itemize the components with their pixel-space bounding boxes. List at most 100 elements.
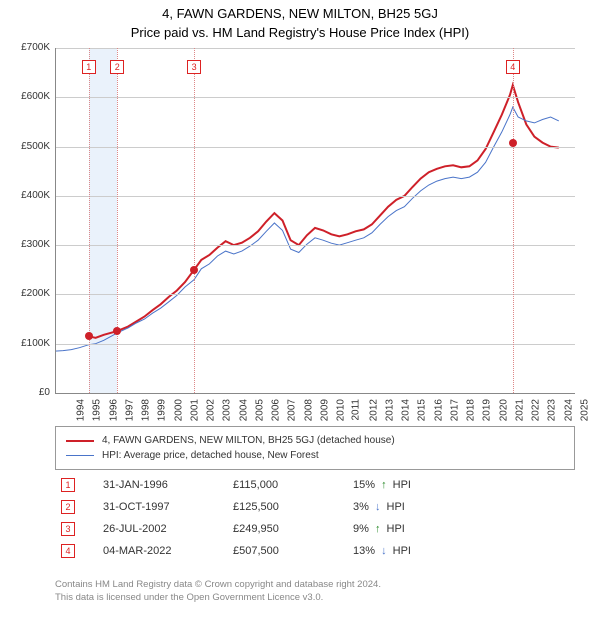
page-title-address: 4, FAWN GARDENS, NEW MILTON, BH25 5GJ: [0, 0, 600, 21]
transaction-date: 31-JAN-1996: [103, 479, 233, 491]
x-axis-label: 2013: [384, 399, 395, 421]
transaction-marker: 1: [61, 478, 75, 492]
x-axis-label: 1996: [108, 399, 119, 421]
grid-line-y: [55, 245, 575, 246]
transaction-marker: 3: [61, 522, 75, 536]
transaction-date: 26-JUL-2002: [103, 523, 233, 535]
y-axis-label: £300K: [5, 239, 50, 250]
arrow-up-icon: ↑: [381, 479, 387, 491]
x-axis-label: 2024: [563, 399, 574, 421]
x-axis-label: 1997: [124, 399, 135, 421]
chart-marker-2: 2: [110, 60, 124, 74]
chart-marker-dot-3: [190, 266, 198, 274]
legend-row: HPI: Average price, detached house, New …: [66, 448, 564, 463]
x-axis-label: 2011: [351, 399, 362, 421]
y-axis-label: £0: [5, 387, 50, 398]
transaction-price: £125,500: [233, 501, 353, 513]
transaction-price: £115,000: [233, 479, 353, 491]
transaction-delta: 15% ↑ HPI: [353, 479, 493, 491]
x-axis-label: 2006: [270, 399, 281, 421]
grid-line-y: [55, 294, 575, 295]
footer-attribution: Contains HM Land Registry data © Crown c…: [55, 578, 381, 604]
transaction-marker: 4: [61, 544, 75, 558]
x-axis-label: 2010: [335, 399, 346, 421]
footer-line1: Contains HM Land Registry data © Crown c…: [55, 578, 381, 591]
arrow-down-icon: ↓: [375, 501, 381, 513]
chart-marker-dot-4: [509, 139, 517, 147]
x-axis-label: 2004: [238, 399, 249, 421]
x-axis-label: 2014: [400, 399, 411, 421]
grid-line-y: [55, 196, 575, 197]
x-axis-label: 2007: [287, 399, 298, 421]
x-axis-label: 2025: [579, 399, 590, 421]
chart-vline: [89, 48, 90, 393]
x-axis-label: 2023: [547, 399, 558, 421]
transaction-delta: 9% ↑ HPI: [353, 523, 493, 535]
x-axis-label: 2016: [433, 399, 444, 421]
transaction-price: £507,500: [233, 545, 353, 557]
chart-marker-3: 3: [187, 60, 201, 74]
page-title-sub: Price paid vs. HM Land Registry's House …: [0, 21, 600, 40]
y-axis: [55, 48, 56, 393]
legend-label: HPI: Average price, detached house, New …: [102, 448, 319, 463]
x-axis: [55, 393, 575, 394]
arrow-down-icon: ↓: [381, 545, 387, 557]
grid-line-y: [55, 97, 575, 98]
y-axis-label: £100K: [5, 338, 50, 349]
x-axis-label: 2021: [514, 399, 525, 421]
transaction-row: 2 31-OCT-1997£125,5003% ↓ HPI: [55, 496, 575, 518]
y-axis-label: £400K: [5, 190, 50, 201]
transaction-delta: 13% ↓ HPI: [353, 545, 493, 557]
legend-row: 4, FAWN GARDENS, NEW MILTON, BH25 5GJ (d…: [66, 433, 564, 448]
x-axis-label: 2005: [254, 399, 265, 421]
chart-vline: [117, 48, 118, 393]
x-axis-label: 2003: [222, 399, 233, 421]
legend-swatch: [66, 440, 94, 442]
chart-lines-svg: [55, 48, 575, 393]
x-axis-label: 1995: [92, 399, 103, 421]
price-chart: £0£100K£200K£300K£400K£500K£600K£700K199…: [55, 48, 575, 393]
chart-marker-dot-1: [85, 332, 93, 340]
x-axis-label: 2012: [368, 399, 379, 421]
chart-vline: [194, 48, 195, 393]
chart-marker-1: 1: [82, 60, 96, 74]
series-subject: [89, 85, 559, 338]
transaction-row: 404-MAR-2022£507,50013% ↓ HPI: [55, 540, 575, 562]
transaction-row: 1 31-JAN-1996£115,00015% ↑ HPI: [55, 474, 575, 496]
x-axis-label: 2008: [303, 399, 314, 421]
grid-line-y: [55, 344, 575, 345]
x-axis-label: 1994: [75, 399, 86, 421]
transactions-table: 1 31-JAN-1996£115,00015% ↑ HPI 2 31-OCT-199…: [55, 474, 575, 562]
transaction-marker: 2: [61, 500, 75, 514]
x-axis-label: 2022: [530, 399, 541, 421]
x-axis-label: 2020: [498, 399, 509, 421]
x-axis-label: 2017: [449, 399, 460, 421]
legend-swatch: [66, 455, 94, 456]
legend-label: 4, FAWN GARDENS, NEW MILTON, BH25 5GJ (d…: [102, 433, 395, 448]
x-axis-label: 2000: [173, 399, 184, 421]
x-axis-label: 2002: [205, 399, 216, 421]
chart-legend: 4, FAWN GARDENS, NEW MILTON, BH25 5GJ (d…: [55, 426, 575, 470]
x-axis-label: 2001: [189, 399, 200, 421]
footer-line2: This data is licensed under the Open Gov…: [55, 591, 381, 604]
x-axis-label: 2019: [482, 399, 493, 421]
series-hpi: [55, 107, 559, 351]
y-axis-label: £600K: [5, 91, 50, 102]
x-axis-label: 1999: [157, 399, 168, 421]
transaction-delta: 3% ↓ HPI: [353, 501, 493, 513]
y-axis-label: £500K: [5, 141, 50, 152]
y-axis-label: £700K: [5, 42, 50, 53]
arrow-up-icon: ↑: [375, 523, 381, 535]
transaction-price: £249,950: [233, 523, 353, 535]
transaction-row: 3 26-JUL-2002£249,9509% ↑ HPI: [55, 518, 575, 540]
x-axis-label: 2009: [319, 399, 330, 421]
grid-line-y: [55, 48, 575, 49]
chart-marker-dot-2: [113, 327, 121, 335]
chart-marker-4: 4: [506, 60, 520, 74]
x-axis-label: 2015: [417, 399, 428, 421]
y-axis-label: £200K: [5, 288, 50, 299]
x-axis-label: 2018: [465, 399, 476, 421]
grid-line-y: [55, 147, 575, 148]
chart-vline: [513, 48, 514, 393]
transaction-date: 31-OCT-1997: [103, 501, 233, 513]
